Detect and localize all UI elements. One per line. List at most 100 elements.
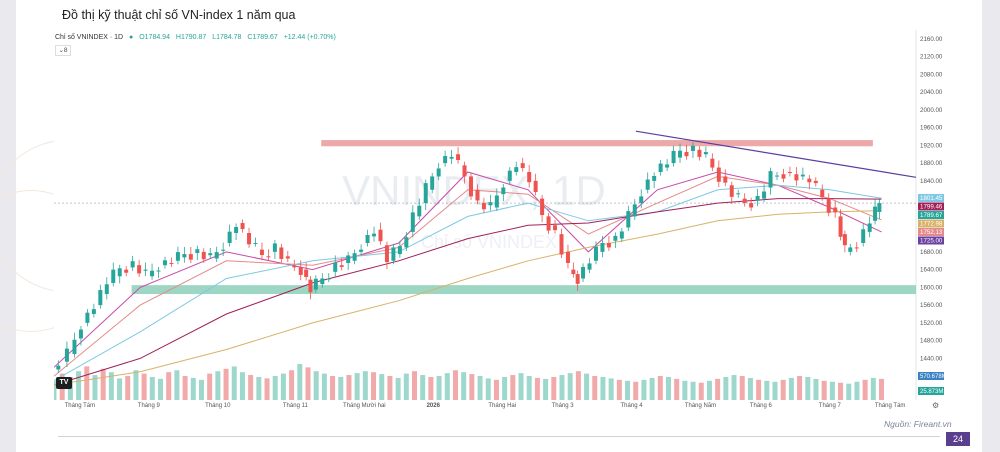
settings-icon[interactable]: ⚙ bbox=[932, 401, 939, 410]
candle-body bbox=[150, 270, 155, 277]
x-tick-label: Tháng Mười hai bbox=[343, 403, 386, 409]
candle-body bbox=[507, 170, 512, 181]
volume-bar bbox=[493, 379, 499, 400]
volume-bars bbox=[51, 364, 885, 400]
volume-label: 570.678M bbox=[920, 374, 947, 380]
candle-body bbox=[279, 247, 284, 259]
price-label-box bbox=[918, 193, 944, 202]
candle-body bbox=[775, 175, 780, 177]
candle-body bbox=[462, 165, 467, 177]
candle-body bbox=[800, 174, 805, 177]
candle-body bbox=[658, 163, 663, 172]
volume-bar bbox=[256, 376, 262, 400]
volume-bar bbox=[690, 381, 696, 400]
trendline bbox=[635, 130, 917, 178]
volume-bar bbox=[215, 371, 221, 400]
volume-bar bbox=[362, 371, 368, 400]
x-tick-label: Tháng Tám bbox=[65, 403, 96, 409]
candle-body bbox=[565, 251, 570, 263]
candle-body bbox=[456, 154, 461, 161]
volume-bar bbox=[838, 382, 844, 400]
volume-bar bbox=[608, 378, 614, 400]
candle-body bbox=[326, 278, 331, 280]
candle-body bbox=[838, 216, 843, 237]
y-tick-label: 2040.00 bbox=[920, 89, 943, 96]
volume-bar bbox=[395, 377, 401, 400]
candle-body bbox=[873, 206, 878, 221]
volume-bar bbox=[665, 376, 671, 400]
symbol-label[interactable]: Chỉ số VNINDEX · 1D bbox=[55, 34, 124, 41]
candles bbox=[56, 142, 882, 374]
volume-bar bbox=[166, 372, 172, 400]
volume-bar bbox=[346, 375, 352, 400]
resistance-trendline bbox=[635, 130, 917, 178]
price-label: 1725.00 bbox=[920, 237, 943, 244]
x-tick-label: Tháng 11 bbox=[283, 403, 309, 409]
volume-bar bbox=[862, 379, 868, 400]
x-tick-label: Tháng 7 bbox=[819, 403, 842, 409]
y-tick-label: 2000.00 bbox=[920, 107, 943, 114]
volume-bar bbox=[158, 378, 164, 400]
candle-body bbox=[410, 212, 415, 232]
candle-body bbox=[352, 253, 357, 261]
candle-body bbox=[397, 246, 402, 255]
volume-bar bbox=[584, 373, 590, 400]
candle-body bbox=[443, 156, 448, 164]
indicator-toggle-button[interactable]: ⌄8 bbox=[55, 45, 71, 56]
volume-bar bbox=[756, 379, 762, 400]
volume-bar bbox=[354, 373, 360, 400]
moving-average-line bbox=[53, 210, 882, 386]
candle-body bbox=[188, 254, 193, 260]
volume-bar bbox=[805, 376, 811, 400]
candle-body bbox=[813, 180, 818, 184]
x-tick-label: Tháng Hai bbox=[488, 403, 516, 409]
candle-body bbox=[877, 203, 882, 212]
volume-bar bbox=[231, 366, 237, 400]
candle-body bbox=[546, 216, 551, 231]
candle-body bbox=[781, 174, 786, 179]
volume-bar bbox=[469, 374, 475, 400]
candle-body bbox=[130, 261, 135, 268]
volume-bar bbox=[174, 370, 180, 400]
candle-body bbox=[423, 183, 428, 204]
y-tick-label: 1520.00 bbox=[920, 320, 943, 327]
page-number: 24 bbox=[946, 432, 970, 446]
volume-bar bbox=[436, 376, 442, 400]
candle-body bbox=[571, 269, 576, 275]
candle-body bbox=[320, 278, 325, 285]
candle-body bbox=[807, 178, 812, 183]
candle-body bbox=[98, 290, 103, 306]
tradingview-logo[interactable]: TV bbox=[56, 377, 72, 389]
volume-bar bbox=[485, 378, 491, 400]
volume-bar bbox=[321, 373, 327, 400]
volume-bar bbox=[682, 380, 688, 400]
volume-bar bbox=[92, 375, 98, 400]
candle-body bbox=[234, 227, 239, 234]
footer-divider bbox=[58, 436, 940, 437]
price-chart[interactable]: VNINDEX, 1D Chỉ số VNINDEX 2160.002120.0… bbox=[51, 30, 948, 410]
candle-body bbox=[72, 339, 77, 354]
candle-body bbox=[313, 278, 318, 290]
candle-body bbox=[365, 235, 370, 243]
candle-body bbox=[481, 203, 486, 210]
volume-bar bbox=[141, 373, 147, 400]
candle-body bbox=[404, 237, 409, 248]
candle-body bbox=[514, 167, 519, 172]
price-label: 1799.46 bbox=[920, 203, 943, 210]
volume-labels: 570.678M 25.873M bbox=[918, 372, 947, 395]
volume-bar bbox=[420, 375, 426, 400]
volume-bar bbox=[330, 376, 336, 400]
volume-bar bbox=[190, 377, 196, 400]
y-tick-label: 1840.00 bbox=[920, 178, 943, 185]
candle-body bbox=[501, 187, 506, 195]
volume-bar bbox=[772, 381, 778, 400]
volume-bar bbox=[51, 380, 57, 400]
candle-body bbox=[111, 269, 116, 283]
candle-body bbox=[124, 269, 129, 273]
price-label-box bbox=[918, 219, 944, 228]
candle-body bbox=[156, 270, 161, 272]
candle-body bbox=[195, 249, 200, 253]
volume-bar bbox=[600, 376, 606, 400]
candle-body bbox=[259, 249, 264, 255]
candle-body bbox=[762, 191, 767, 199]
